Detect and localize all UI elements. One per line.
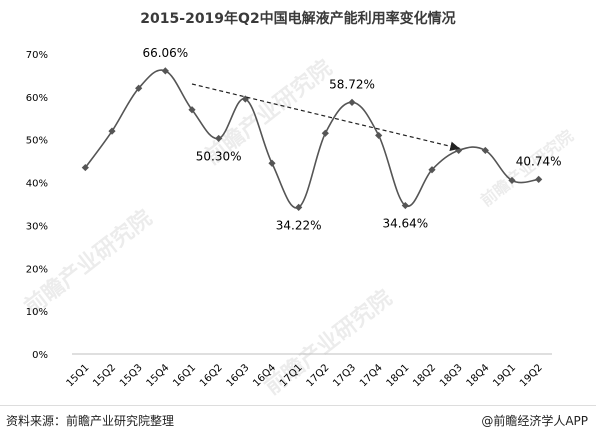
brand-credit: @前瞻经济学人APP: [481, 412, 588, 429]
data-point: [135, 84, 143, 92]
data-label: 50.30%: [196, 149, 242, 163]
y-tick-label: 10%: [26, 307, 48, 318]
x-tick-label: 16Q4: [251, 362, 278, 389]
data-label: 58.72%: [329, 77, 375, 91]
data-point: [428, 166, 436, 174]
x-tick-label: 19Q1: [491, 362, 518, 389]
chart-title: 2015-2019年Q2中国电解液产能利用率变化情况: [140, 11, 456, 27]
data-label: 34.64%: [382, 217, 428, 231]
y-tick-label: 60%: [26, 93, 48, 104]
x-tick-label: 15Q3: [118, 362, 145, 389]
trend-arrow: [191, 83, 460, 151]
x-tick-label: 18Q4: [465, 362, 492, 389]
data-label: 66.06%: [142, 46, 188, 60]
brand-text: @前瞻经济学人APP: [481, 414, 588, 428]
data-point: [188, 106, 196, 114]
x-tick-label: 16Q3: [225, 362, 252, 389]
y-tick-label: 50%: [26, 136, 48, 147]
x-tick-label: 18Q2: [411, 362, 438, 389]
data-point: [81, 163, 89, 172]
y-tick-label: 0%: [32, 350, 48, 361]
data-point: [161, 67, 169, 75]
x-tick-label: 16Q1: [171, 362, 198, 389]
footer-divider: [0, 405, 596, 406]
data-label: 34.22%: [276, 218, 322, 232]
data-point: [321, 129, 329, 137]
y-tick-label: 20%: [26, 264, 48, 275]
x-tick-label: 17Q2: [305, 362, 332, 389]
x-tick-label: 17Q3: [331, 362, 358, 389]
x-tick-label: 16Q2: [198, 362, 225, 389]
x-tick-label: 18Q3: [438, 362, 465, 389]
data-point: [375, 131, 383, 140]
data-point: [268, 159, 276, 167]
source-note: 资料来源：前瞻产业研究院整理: [6, 414, 175, 428]
series-line: [84, 69, 539, 209]
x-tick-label: 15Q4: [145, 362, 172, 389]
x-tick-label: 15Q2: [91, 362, 118, 389]
x-tick-label: 18Q1: [385, 362, 412, 389]
y-tick-label: 30%: [26, 221, 48, 232]
data-point: [241, 95, 249, 103]
x-tick-label: 15Q1: [65, 362, 92, 389]
x-tick-label: 17Q4: [358, 362, 385, 389]
data-point: [535, 175, 543, 183]
data-point: [215, 134, 223, 143]
data-point: [481, 146, 489, 155]
data-point: [348, 98, 356, 106]
y-tick-label: 40%: [26, 179, 48, 190]
data-point: [295, 203, 303, 211]
x-tick-label: 19Q2: [518, 362, 545, 389]
data-point: [508, 176, 516, 185]
x-tick-label: 17Q1: [278, 362, 305, 389]
data-label: 40.74%: [516, 154, 562, 168]
y-tick-label: 70%: [26, 50, 48, 61]
data-point: [108, 127, 116, 135]
data-point: [401, 201, 409, 210]
